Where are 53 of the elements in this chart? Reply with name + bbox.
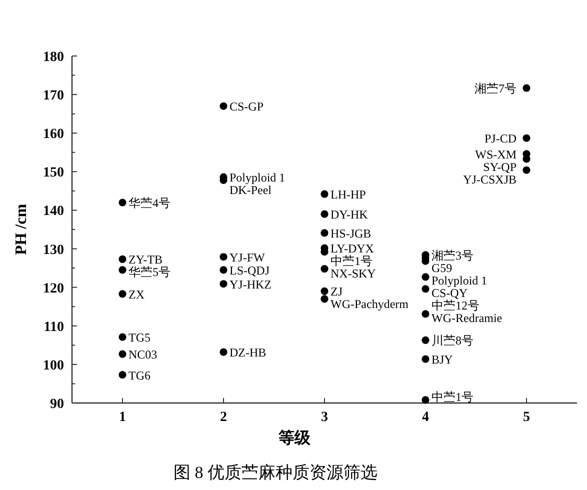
annotation: 中苎1号 <box>330 254 372 268</box>
annotation: SY-QP <box>483 160 517 174</box>
annotation: TG6 <box>128 368 150 382</box>
y-tick-label: 110 <box>44 320 64 335</box>
annotation: 华苎5号 <box>128 265 170 280</box>
annotation: DK-Peel <box>230 183 272 198</box>
annotation: YJ-CSXJB <box>463 172 516 186</box>
annotation: ZJ <box>330 284 343 299</box>
annotation: LS-QDJ <box>230 263 270 278</box>
annotation: ZY-TB <box>128 252 162 267</box>
y-tick-label: 170 <box>43 88 64 104</box>
annotation: Polyploid 1 <box>432 273 488 288</box>
annotation: PJ-CD <box>484 132 517 146</box>
annotation: 湘苎3号 <box>432 248 474 262</box>
annotation: NC03 <box>128 348 158 362</box>
y-tick-label: 180 <box>43 50 64 65</box>
y-tick-label: 140 <box>43 204 64 220</box>
text: 图 8 优质苎麻种质资源筛选 <box>174 463 378 482</box>
x-tick-label: 3 <box>321 410 328 425</box>
y-tick-label: 160 <box>43 127 64 142</box>
annotation: Polyploid 1 <box>230 170 286 185</box>
annotation: G59 <box>432 260 452 275</box>
annotation: BJY <box>432 352 454 367</box>
annotation: WG-Redramie <box>432 310 502 325</box>
annotation: WG-Pachyderm <box>330 297 410 312</box>
y-tick-label: 120 <box>43 281 64 296</box>
x-tick-label: 1 <box>119 410 126 425</box>
annotation: HS-JGB <box>330 226 372 240</box>
annotation: LY-DYX <box>330 242 374 256</box>
x-tick-label: 2 <box>220 410 227 425</box>
annotation: ZX <box>128 287 145 302</box>
annotation: YJ-FW <box>230 250 266 264</box>
annotation: 中苎12号 <box>432 298 480 312</box>
x-axis-title: 等级 <box>278 429 312 447</box>
annotation: DY-HK <box>330 208 368 222</box>
x-tick-label: 4 <box>422 410 429 425</box>
annotation: TG5 <box>128 330 150 345</box>
annotation: 华苎4号 <box>128 196 170 210</box>
annotation: 川苎8号 <box>432 334 474 348</box>
annotation: DZ-HB <box>230 346 266 360</box>
y-tick-label: 130 <box>43 242 64 258</box>
y-tick-label: 90 <box>50 397 64 412</box>
x-tick-label: 5 <box>523 410 530 425</box>
annotation: LH-HP <box>330 188 366 202</box>
annotation: 湘苎7号 <box>474 82 516 96</box>
annotation: CS-GP <box>230 100 264 114</box>
y-tick-label: 100 <box>43 358 64 374</box>
annotation: WS-XM <box>475 147 517 162</box>
y-axis-title: PH /cm <box>13 203 30 256</box>
annotation: NX-SKY <box>330 266 376 281</box>
annotation: YJ-HKZ <box>230 277 272 292</box>
y-tick-label: 150 <box>43 166 64 181</box>
annotation: 中苎1号 <box>432 390 474 404</box>
